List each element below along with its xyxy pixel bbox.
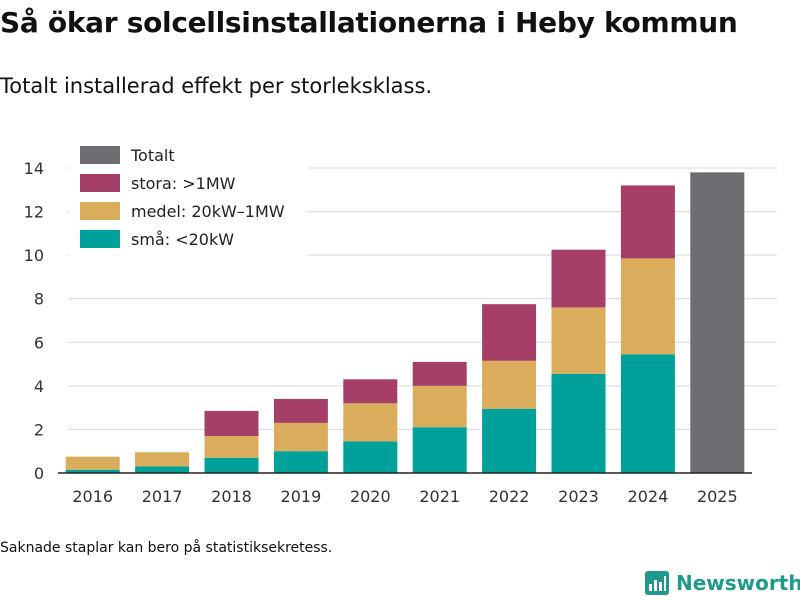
x-tick-label: 2017 (142, 487, 183, 506)
y-tick-label: 14 (24, 159, 44, 178)
x-tick-label: 2016 (72, 487, 113, 506)
y-tick-label: 0 (34, 464, 44, 483)
legend-label: stora: >1MW (131, 174, 236, 193)
bar-segment (412, 427, 467, 473)
chart-subtitle: Totalt installerad effekt per storlekskl… (0, 74, 433, 98)
bar-segment (135, 466, 190, 473)
x-tick-label: 2023 (558, 487, 599, 506)
brand-logo: Newsworthy (644, 570, 800, 596)
stacked-bar-chart: 0 2 4 6 8 10 12 14 2016 2017 2018 2019 2020 2021 2022 2… (23, 146, 777, 506)
bar-segment (273, 398, 328, 423)
bar-segment (690, 172, 745, 473)
bar-segment (343, 379, 398, 404)
bar-segment (551, 373, 606, 473)
x-tick-label: 2019 (281, 487, 322, 506)
y-tick-label: 12 (24, 203, 44, 222)
footnote: Saknade staplar kan bero på statistiksek… (0, 540, 333, 556)
x-tick-label: 2020 (350, 487, 391, 506)
brand-name: Newsworthy (676, 571, 800, 595)
bar-segment (65, 456, 120, 470)
bar-segment (412, 361, 467, 386)
x-tick-label: 2021 (419, 487, 460, 506)
y-tick-label: 8 (34, 290, 44, 309)
bar-segment (551, 307, 606, 374)
bar-segment (620, 185, 675, 259)
chart-title: Så ökar solcellsinstallationerna i Heby … (0, 6, 738, 39)
legend-swatch (80, 174, 120, 192)
legend-label: små: <20kW (131, 230, 234, 249)
y-tick-label: 6 (34, 333, 44, 352)
legend-label: medel: 20kW–1MW (131, 202, 285, 221)
bar-segment (620, 258, 675, 355)
y-tick-label: 10 (24, 246, 44, 265)
bar-segment (482, 408, 537, 473)
bar-segment (482, 304, 537, 361)
bar-segment (412, 385, 467, 428)
x-tick-label: 2022 (489, 487, 530, 506)
bar-segment (135, 452, 190, 467)
bar-segment (204, 410, 259, 436)
bar-segment (273, 451, 328, 473)
bar-segment (620, 354, 675, 473)
bar-segment (551, 249, 606, 308)
bar-segment (343, 403, 398, 442)
x-tick-label: 2018 (211, 487, 252, 506)
bar-segment (204, 457, 259, 473)
bar-segment (65, 469, 120, 473)
x-tick-label: 2025 (697, 487, 738, 506)
legend-swatch (80, 146, 120, 164)
y-tick-label: 4 (34, 377, 44, 396)
bar-segment (343, 441, 398, 473)
x-tick-label: 2024 (628, 487, 669, 506)
legend-swatch (80, 230, 120, 248)
legend-swatch (80, 202, 120, 220)
newsworthy-logo-icon (645, 571, 669, 595)
bar-segment (273, 422, 328, 452)
bar-segment (204, 435, 259, 458)
legend-label: Totalt (130, 146, 175, 165)
bar-segment (482, 360, 537, 409)
y-tick-label: 2 (34, 420, 44, 439)
